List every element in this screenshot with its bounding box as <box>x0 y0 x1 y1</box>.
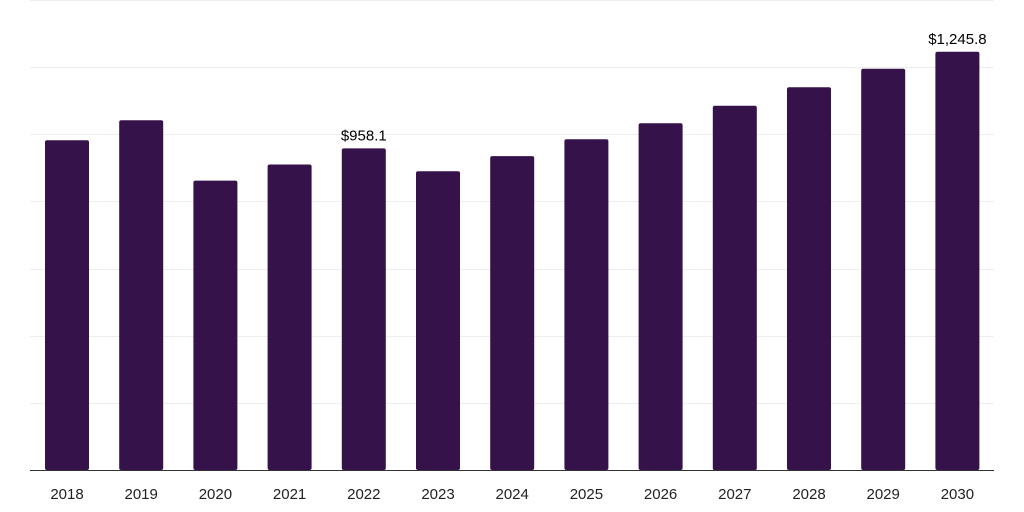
x-tick-label-2018: 2018 <box>50 486 83 503</box>
bar-2027 <box>712 105 757 471</box>
data-label-2022: $958.1 <box>341 127 387 144</box>
x-tick-label-2025: 2025 <box>570 486 603 503</box>
x-tick-label-2030: 2030 <box>941 486 974 503</box>
bar-2028 <box>787 87 831 471</box>
bar-2024 <box>490 156 535 470</box>
x-axis-tick-labels: 2018 2019 2020 2021 2022 2023 2024 2025 2026 2027… <box>50 486 974 503</box>
data-labels: $958.1 $1,245.8 <box>341 31 987 145</box>
x-tick-label-2020: 2020 <box>199 486 232 503</box>
bars <box>45 51 980 471</box>
bar-2022 <box>341 148 386 470</box>
x-tick-label-2021: 2021 <box>273 486 306 503</box>
bar-2018 <box>45 140 89 471</box>
bar-2030 <box>935 51 980 471</box>
data-label-2030: $1,245.8 <box>928 31 986 48</box>
bar-2020 <box>193 180 238 470</box>
x-tick-label-2023: 2023 <box>421 486 454 503</box>
bar-2029 <box>861 68 906 471</box>
x-tick-label-2026: 2026 <box>644 486 677 503</box>
bar-2021 <box>267 164 312 470</box>
x-tick-label-2022: 2022 <box>347 486 380 503</box>
x-tick-label-2019: 2019 <box>125 486 158 503</box>
bar-2023 <box>416 171 460 470</box>
x-tick-label-2028: 2028 <box>792 486 825 503</box>
x-tick-label-2027: 2027 <box>718 486 751 503</box>
bar-2025 <box>564 139 609 471</box>
bar-2019 <box>119 120 164 470</box>
x-tick-label-2029: 2029 <box>867 486 900 503</box>
bar-2026 <box>638 123 683 470</box>
x-tick-label-2024: 2024 <box>496 486 529 503</box>
